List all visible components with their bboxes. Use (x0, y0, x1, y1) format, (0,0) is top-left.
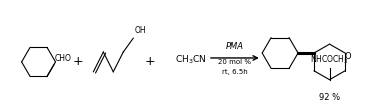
Text: O: O (345, 52, 351, 61)
Text: +: + (73, 55, 84, 68)
Text: 92 %: 92 % (319, 93, 340, 102)
Text: CHO: CHO (55, 53, 72, 62)
Text: OH: OH (134, 26, 146, 35)
Text: rt, 6.5h: rt, 6.5h (222, 69, 248, 75)
Text: CH$_3$CN: CH$_3$CN (175, 54, 207, 66)
Text: PMA: PMA (226, 42, 244, 51)
Text: 20 mol %: 20 mol % (218, 59, 251, 65)
Text: +: + (145, 55, 156, 68)
Text: NHCOCH$_3$: NHCOCH$_3$ (310, 53, 349, 66)
